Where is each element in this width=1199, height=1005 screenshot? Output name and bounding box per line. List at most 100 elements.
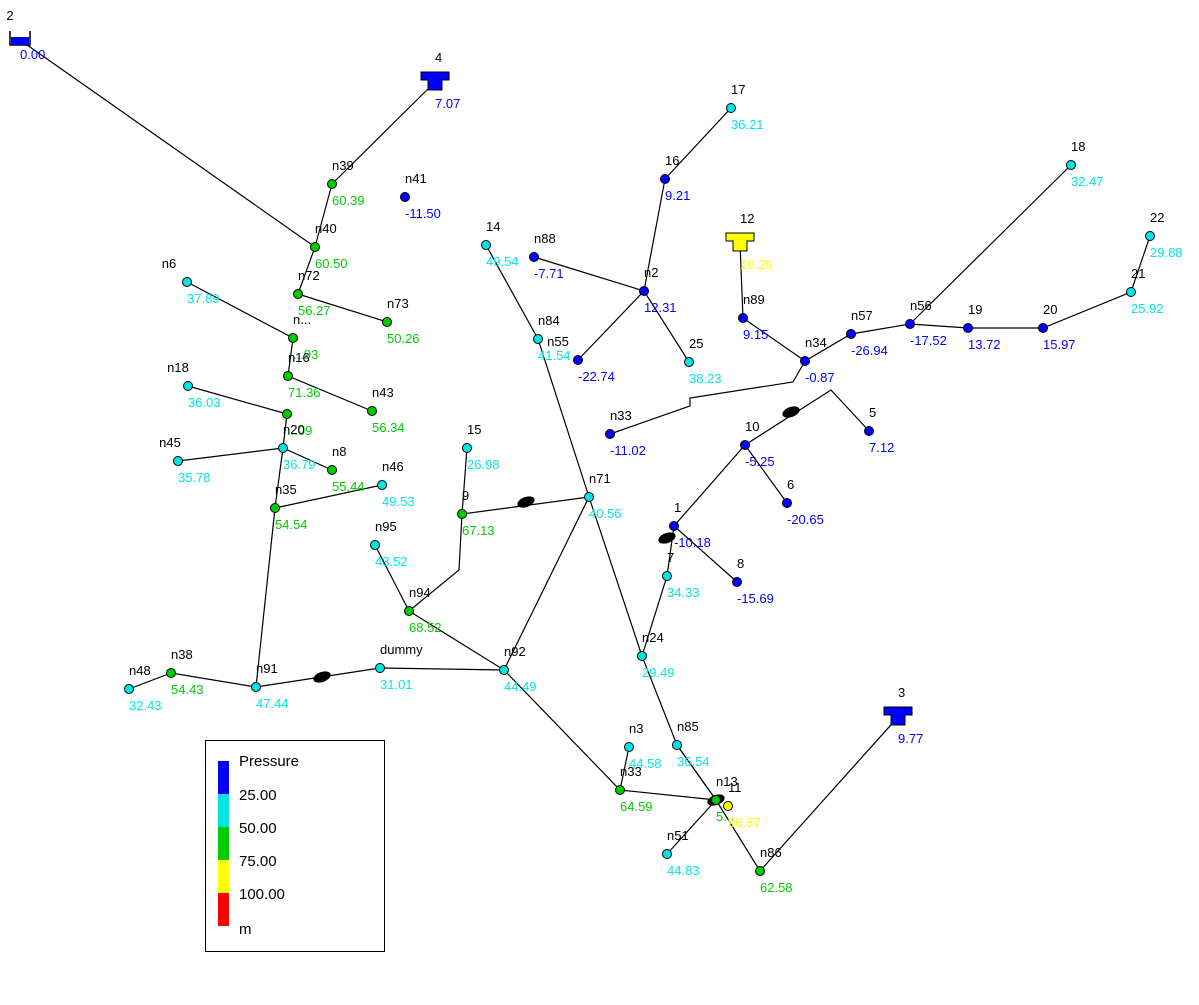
pipe-link[interactable] — [408, 496, 590, 612]
pipe-link[interactable] — [609, 360, 806, 435]
pipe-link[interactable] — [909, 164, 1072, 325]
node-id-label: 25 — [689, 336, 703, 351]
network-node[interactable]: 6 -20.65 — [782, 477, 824, 527]
network-node[interactable]: n46 49.53 — [377, 459, 415, 509]
node-id-label: n89 — [743, 292, 765, 307]
network-node[interactable]: 15 26.98 — [462, 422, 500, 472]
pipe-link[interactable] — [673, 389, 870, 583]
network-node[interactable]: 17 36.21 — [726, 82, 764, 132]
network-node[interactable]: n85 36.54 — [672, 719, 710, 769]
network-node[interactable]: 11 96.87 — [723, 780, 761, 830]
network-node[interactable]: n43 56.34 — [367, 385, 405, 435]
network-node[interactable]: 19 13.72 — [963, 302, 1001, 352]
network-node[interactable]: 57.12 — [864, 405, 895, 455]
network-node[interactable]: n13 5... — [711, 774, 738, 824]
network-node[interactable]: n51 44.83 — [662, 828, 700, 878]
network-node[interactable]: 47.07 — [420, 50, 460, 111]
pipe-link[interactable] — [297, 81, 436, 295]
pipe-link[interactable] — [577, 290, 645, 361]
network-node[interactable]: dummy 31.01 — [375, 642, 424, 692]
pipe-link[interactable] — [676, 744, 717, 801]
network-node[interactable]: 39.77 — [883, 685, 923, 746]
network-node[interactable]: n40 60.50 — [310, 221, 348, 271]
pipe-link[interactable] — [297, 293, 388, 323]
network-node[interactable]: n56 -17.52 — [905, 298, 947, 348]
network-node[interactable]: 967.13 — [457, 488, 495, 538]
network-node[interactable]: n84 41.54 — [533, 313, 571, 363]
network-node[interactable]: n20 36.79 — [278, 422, 316, 472]
network-node[interactable]: n2 12.31 — [639, 265, 677, 315]
network-node[interactable]: 12 10.29 — [725, 211, 773, 272]
network-node[interactable]: 14 49.54 — [481, 219, 519, 269]
node-pressure-label: 54.43 — [171, 682, 204, 697]
network-node[interactable]: 22 29.88 — [1145, 210, 1183, 260]
network-node[interactable]: n16 71.36 — [283, 350, 321, 400]
pipe-link[interactable] — [744, 444, 788, 504]
valve-icon[interactable] — [516, 494, 536, 510]
network-node[interactable]: n91 47.44 — [251, 661, 289, 711]
node-pressure-label: ...93 — [293, 347, 318, 362]
network-node[interactable]: n73 50.26 — [382, 296, 420, 346]
network-node[interactable]: n88 -7.71 — [529, 231, 564, 281]
pressure-legend[interactable]: Pressure 25.00 50.00 75.00 100.00 m — [205, 740, 385, 952]
pipe-link[interactable] — [485, 244, 717, 801]
pipe-link[interactable] — [461, 447, 468, 515]
node-pressure-label: 36.03 — [188, 395, 221, 410]
network-node[interactable]: n18 36.03 — [167, 360, 220, 410]
network-node[interactable]: 20.00 — [6, 8, 45, 62]
network-node[interactable]: 1 -10.18 — [669, 500, 711, 550]
pipe-link[interactable] — [503, 496, 590, 671]
network-node[interactable]: n34 -0.87 — [800, 335, 835, 385]
network-node[interactable]: n86 62.58 — [755, 845, 793, 895]
network-node[interactable]: n35 54.54 — [270, 482, 308, 532]
network-node[interactable]: 734.33 — [662, 550, 700, 600]
network-node[interactable]: n24 29.49 — [637, 630, 675, 680]
valve-icon[interactable] — [657, 530, 677, 546]
network-node[interactable]: n3 44.58 — [624, 721, 662, 771]
network-node[interactable]: n94 68.52 — [404, 585, 442, 635]
node-pressure-label: 50.26 — [387, 331, 420, 346]
network-node[interactable]: n33 64.59 — [615, 764, 653, 814]
junction-icon — [637, 651, 647, 661]
node-id-label: 6 — [787, 477, 794, 492]
pipe-link[interactable] — [287, 375, 373, 412]
node-id-label: 5 — [869, 405, 876, 420]
network-node[interactable]: n38 54.43 — [166, 647, 204, 697]
network-node[interactable]: 25 38.23 — [684, 336, 722, 386]
network-node[interactable]: n6 37.89 — [162, 256, 220, 306]
node-pressure-label: 43.52 — [375, 554, 408, 569]
pipe-link[interactable] — [666, 799, 717, 855]
network-node[interactable]: n... ...93 — [288, 312, 319, 362]
valve-icon[interactable] — [781, 404, 801, 420]
network-node[interactable]: n45 35.78 — [159, 435, 210, 485]
network-node[interactable]: ...09 — [282, 409, 313, 439]
network-node[interactable]: 20 15.97 — [1038, 302, 1076, 352]
network-node[interactable]: n8 55.44 — [327, 444, 365, 494]
network-node[interactable]: 169.21 — [660, 153, 691, 203]
node-id-label: n94 — [409, 585, 431, 600]
network-node[interactable]: n41 -11.50 — [400, 171, 441, 221]
valve-icon[interactable] — [312, 669, 332, 685]
network-node[interactable]: 18 32.47 — [1066, 139, 1104, 189]
legend-threshold-2: 50.00 — [239, 820, 277, 837]
network-node[interactable]: 21 25.92 — [1126, 266, 1164, 316]
pipe-link[interactable] — [619, 746, 630, 791]
pipe-link[interactable] — [274, 484, 383, 509]
network-node[interactable]: n55 -22.74 — [547, 334, 615, 384]
junction-icon — [173, 456, 183, 466]
network-node[interactable]: n92 44.49 — [499, 644, 537, 694]
network-node[interactable]: n48 32.43 — [124, 663, 162, 713]
network-node[interactable]: n95 43.52 — [370, 519, 408, 569]
network-node[interactable]: n72 56.27 — [293, 268, 331, 318]
network-node[interactable]: n57 -26.94 — [846, 308, 888, 358]
network-node[interactable]: 10 -5.25 — [740, 419, 775, 469]
pipe-link[interactable] — [19, 39, 316, 248]
node-pressure-label: 41.54 — [538, 348, 571, 363]
network-node[interactable]: 8 -15.69 — [732, 556, 774, 606]
network-node[interactable]: n39 60.39 — [327, 158, 365, 208]
network-node[interactable]: n33 -11.02 — [605, 408, 646, 458]
junction-icon — [723, 801, 733, 811]
network-node[interactable]: n71 40.56 — [584, 471, 622, 521]
network-node[interactable]: n89 9.15 — [738, 292, 769, 342]
